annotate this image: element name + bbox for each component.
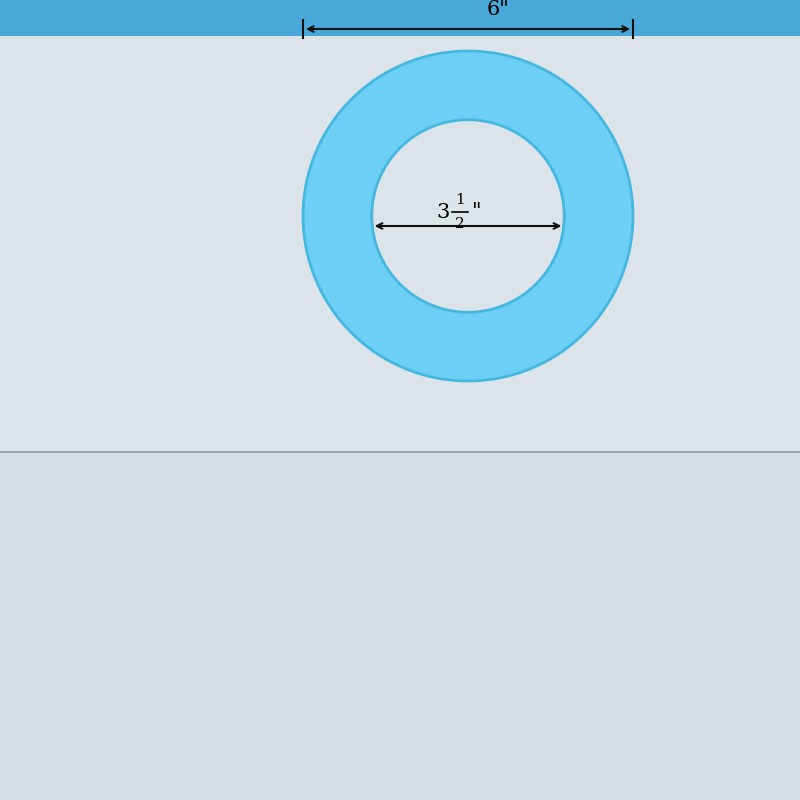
Text: 3: 3	[437, 202, 450, 222]
Text: 1: 1	[455, 193, 465, 207]
Bar	[0, 0, 800, 36]
Circle shape	[303, 51, 633, 381]
Bar	[0, 452, 800, 800]
Text: 6": 6"	[486, 0, 510, 19]
Text: 2: 2	[455, 217, 465, 231]
Circle shape	[372, 120, 564, 312]
Text: ": "	[472, 202, 482, 222]
Bar	[0, 36, 800, 452]
